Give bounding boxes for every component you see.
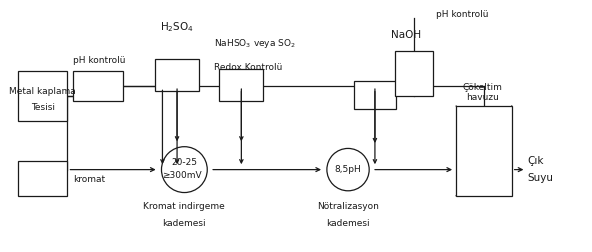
Text: pH kontrolü: pH kontrolü [436,10,488,19]
Text: Suyu: Suyu [527,173,554,183]
Text: H$_2$SO$_4$: H$_2$SO$_4$ [160,20,194,34]
Text: Redox Kontrolü: Redox Kontrolü [214,64,283,72]
Text: Kromat indirgeme: Kromat indirgeme [143,202,225,211]
Bar [395,51,433,96]
Bar [354,81,396,109]
Text: kademesi: kademesi [326,219,370,229]
Ellipse shape [327,148,369,191]
Text: Çık: Çık [527,156,544,166]
Text: 8,5pH: 8,5pH [334,165,361,174]
Text: kademesi: kademesi [163,219,206,229]
Text: 20-25: 20-25 [171,158,197,167]
Text: Metal kaplama: Metal kaplama [9,87,76,96]
Text: Tesisi: Tesisi [31,103,54,112]
Bar [18,161,67,196]
Bar [18,71,67,121]
Text: NaOH: NaOH [391,30,421,40]
Bar [220,69,263,101]
Ellipse shape [162,147,207,193]
Text: pH kontrolü: pH kontrolü [73,56,126,65]
Bar [73,71,123,101]
Text: Nötralizasyon: Nötralizasyon [317,202,379,211]
Text: ≥300mV: ≥300mV [162,171,201,180]
Text: NaHSO$_3$ veya SO$_2$: NaHSO$_3$ veya SO$_2$ [214,37,295,50]
Bar [155,59,199,91]
Text: Çökeltim: Çökeltim [462,83,503,92]
Bar [456,106,511,196]
Text: havuzu: havuzu [466,93,499,102]
Text: kromat: kromat [73,175,105,184]
